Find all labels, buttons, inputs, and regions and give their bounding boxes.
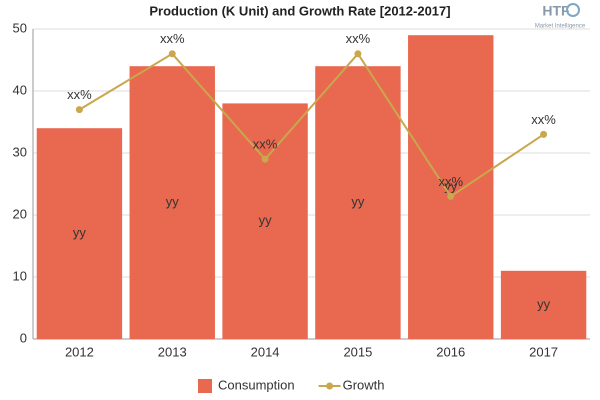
growth-point [75, 106, 83, 114]
x-tick-label: 2015 [343, 344, 372, 359]
growth-point [540, 130, 548, 138]
y-tick-label: 0 [20, 330, 27, 345]
growth-value-label: xx% [67, 87, 92, 102]
growth-value-label: xx% [438, 174, 463, 189]
y-tick-label: 20 [13, 206, 27, 221]
x-tick-label: 2016 [436, 344, 465, 359]
legend-label: Growth [343, 377, 385, 392]
bar-value-label: yy [73, 225, 87, 240]
bar-value-label: yy [351, 194, 365, 209]
growth-point [447, 192, 455, 200]
bar-value-label: yy [166, 194, 180, 209]
growth-value-label: xx% [346, 31, 371, 46]
growth-value-label: xx% [253, 137, 278, 152]
y-tick-label: 30 [13, 144, 27, 159]
x-tick-label: 2014 [251, 344, 280, 359]
legend-swatch [198, 379, 212, 393]
growth-point [354, 50, 362, 58]
growth-value-label: xx% [531, 112, 556, 127]
growth-point [168, 50, 176, 58]
legend-swatch [326, 382, 334, 390]
growth-value-label: xx% [160, 31, 185, 46]
logo-tagline: Market Intelligence [535, 24, 586, 30]
chart-title: Production (K Unit) and Growth Rate [201… [149, 3, 450, 18]
y-tick-label: 10 [13, 268, 27, 283]
legend-label: Consumption [218, 377, 295, 392]
x-tick-label: 2017 [529, 344, 558, 359]
logo-icon [566, 3, 580, 17]
bar [500, 270, 587, 339]
bar [315, 66, 401, 339]
y-tick-label: 50 [13, 20, 27, 35]
bar [408, 35, 494, 339]
logo-brand: HTF [542, 3, 570, 19]
x-tick-label: 2012 [65, 344, 94, 359]
bar [222, 103, 308, 340]
growth-point [261, 155, 269, 163]
y-tick-label: 40 [13, 82, 27, 97]
growth-line [78, 52, 545, 198]
bar [36, 128, 123, 339]
x-tick-label: 2013 [158, 344, 187, 359]
bar-value-label: yy [259, 213, 273, 228]
bar [129, 66, 215, 339]
bar-value-label: yy [537, 296, 551, 311]
